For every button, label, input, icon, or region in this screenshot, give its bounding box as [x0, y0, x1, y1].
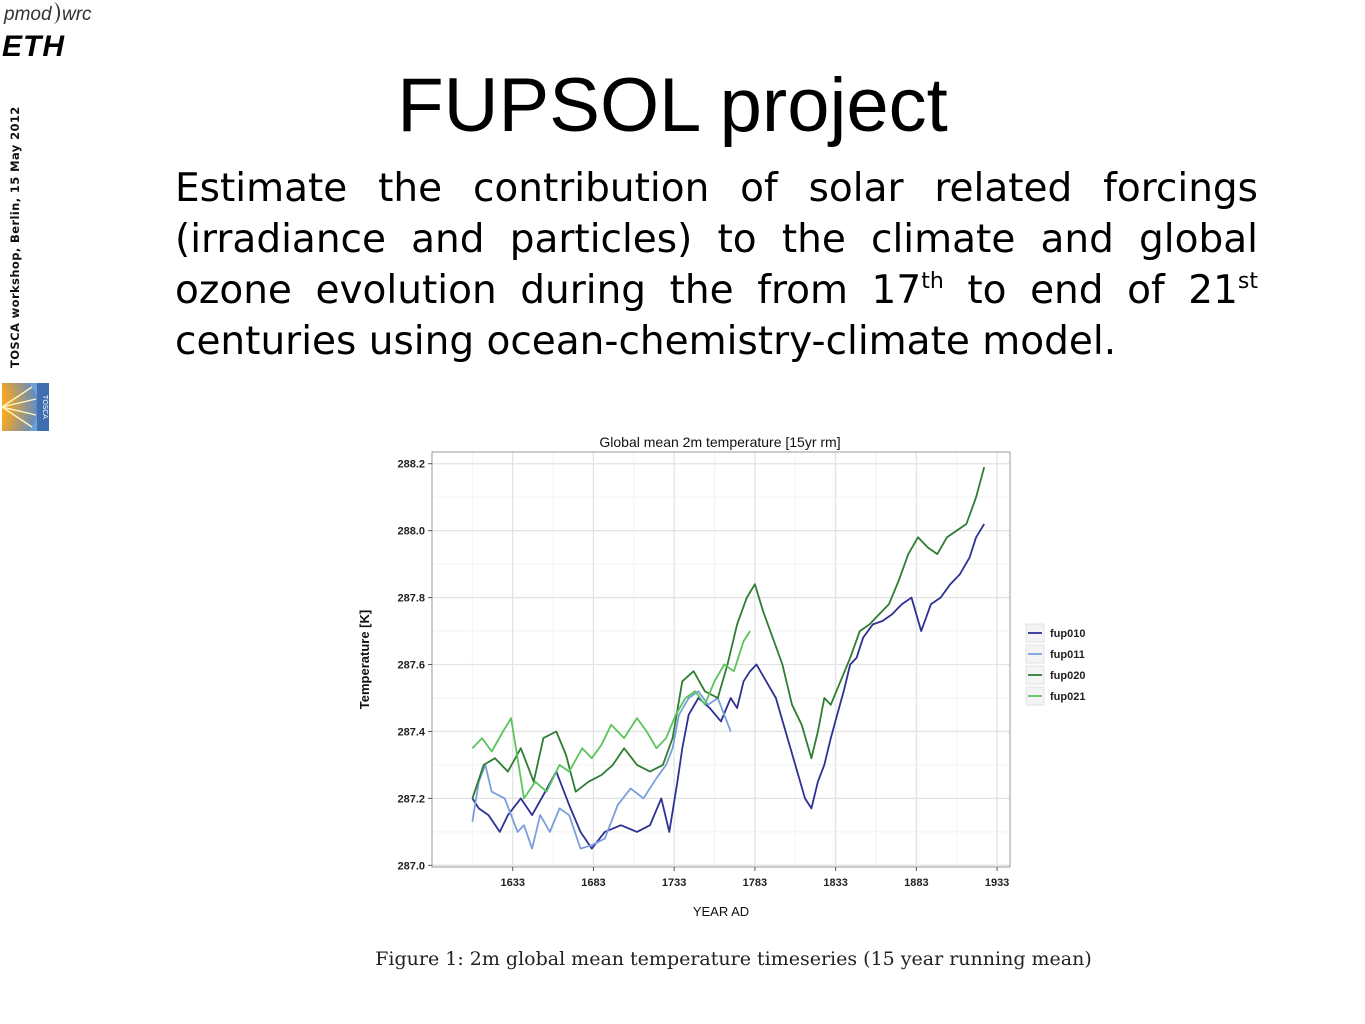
x-tick-label: 1783 — [743, 877, 767, 889]
y-tick-label: 287.0 — [397, 860, 425, 872]
y-tick-label: 287.4 — [397, 726, 425, 738]
y-tick-label: 287.2 — [397, 793, 425, 805]
x-tick-label: 1933 — [985, 877, 1009, 889]
x-axis-label: YEAR AD — [693, 904, 749, 919]
series-line-fup020 — [471, 466, 986, 799]
pmod-logo-arc — [46, 2, 60, 24]
legend-label-fup021: fup021 — [1050, 691, 1085, 703]
x-tick-label: 1683 — [581, 877, 605, 889]
series-line-fup021 — [471, 630, 751, 800]
tosca-logo: TOSCA — [2, 383, 49, 431]
figure-caption: Figure 1: 2m global mean temperature tim… — [375, 948, 1092, 970]
series-line-fup011 — [471, 690, 732, 850]
eth-logo: ETH — [2, 30, 65, 63]
y-tick-label: 287.8 — [397, 593, 425, 605]
legend-label-fup011: fup011 — [1050, 649, 1085, 661]
legend-label-fup020: fup020 — [1050, 670, 1085, 682]
y-tick-label: 287.6 — [397, 660, 425, 672]
body-text-part2: to end of 21 — [943, 268, 1238, 313]
slide-title: FUPSOL project — [397, 63, 948, 148]
legend-label-fup010: fup010 — [1050, 628, 1085, 640]
x-tick-label: 1833 — [823, 877, 847, 889]
x-axis-ticks: 1633 1683 1733 1783 1833 1883 1933 — [500, 867, 1009, 889]
chart-title: Global mean 2m temperature [15yr rm] — [599, 434, 840, 450]
body-text-sup-st: st — [1237, 269, 1258, 294]
temperature-chart: Global mean 2m temperature [15yr rm] 163… — [357, 434, 1085, 919]
slide-body-text: Estimate the contribution of solar relat… — [175, 163, 1258, 367]
x-tick-label: 1733 — [662, 877, 686, 889]
plot-area — [432, 452, 1010, 867]
pmod-logo: pmod — [4, 4, 52, 25]
x-tick-label: 1633 — [500, 877, 524, 889]
y-tick-label: 288.2 — [397, 459, 425, 471]
body-text-part3: centuries using ocean-chemistry-climate … — [175, 319, 1117, 364]
y-tick-label: 288.0 — [397, 526, 425, 538]
x-tick-label: 1883 — [904, 877, 928, 889]
tosca-logo-text: TOSCA — [41, 394, 49, 419]
body-text-sup-th: th — [921, 269, 944, 294]
y-axis-ticks: 287.0 287.2 287.4 287.6 287.8 288.0 288.2 — [397, 459, 432, 872]
series-line-fup010 — [471, 523, 985, 850]
plot-frame — [431, 451, 1011, 868]
wrc-logo: wrc — [62, 4, 92, 25]
series-lines — [471, 466, 986, 850]
chart-legend: fup010 fup011 fup020 fup021 — [1025, 623, 1085, 706]
y-axis-label: Temperature [K] — [357, 610, 372, 709]
body-text-part1: Estimate the contribution of solar relat… — [175, 166, 1258, 313]
